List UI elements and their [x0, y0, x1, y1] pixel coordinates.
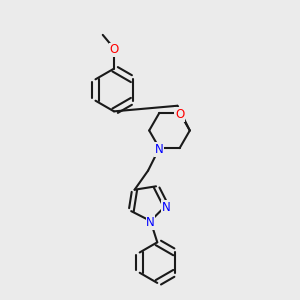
- Text: O: O: [175, 108, 184, 121]
- Text: N: N: [146, 216, 155, 229]
- Text: O: O: [110, 44, 118, 56]
- Text: N: N: [155, 143, 164, 156]
- Text: N: N: [161, 201, 170, 214]
